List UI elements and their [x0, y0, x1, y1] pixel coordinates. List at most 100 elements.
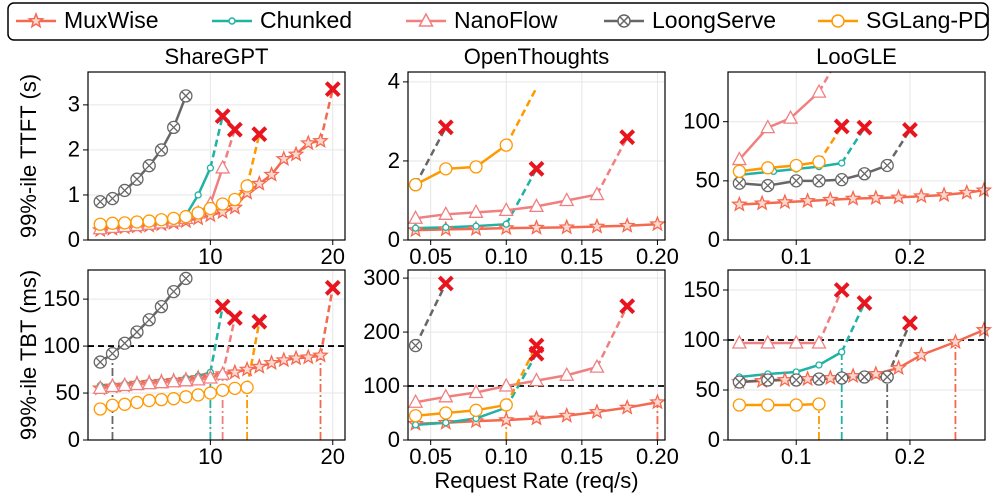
series-line	[415, 403, 507, 417]
series-marker	[179, 271, 193, 286]
legend-label: NanoFlow	[454, 7, 558, 33]
legend-label: MuxWise	[64, 7, 159, 33]
y-tick-label: 50	[696, 168, 720, 193]
series-marker	[468, 384, 484, 399]
series-marker	[93, 355, 107, 369]
series-marker	[821, 190, 839, 207]
y-tick-label: 3	[68, 92, 80, 117]
series-marker	[912, 346, 930, 363]
subplot: 0 1 2 3 10 20 ShareGPT 99%-ile TTFT (s)	[16, 44, 346, 269]
axes-frame	[727, 269, 986, 441]
series-marker	[191, 206, 205, 220]
failure-cross	[619, 298, 636, 315]
series-marker	[649, 393, 666, 410]
series-marker	[812, 372, 826, 386]
series-marker	[438, 205, 454, 220]
legend-box	[7, 2, 989, 41]
series-marker	[835, 371, 849, 385]
x-tick-label: 0.10	[485, 244, 528, 269]
axes-frame	[407, 269, 666, 441]
legend-marker	[27, 11, 45, 29]
series-marker	[528, 409, 545, 426]
series-marker	[499, 398, 513, 412]
y-tick-label: 0	[708, 227, 720, 252]
series-marker	[118, 183, 132, 198]
series-line	[414, 144, 507, 186]
series-marker	[558, 406, 576, 423]
series-marker	[153, 374, 170, 389]
x-tick-label: 0.1	[781, 244, 812, 269]
subplot-title: LooGLE	[816, 44, 897, 69]
series-tail	[595, 136, 629, 196]
series-marker	[191, 388, 205, 402]
y-tick-label: 200	[363, 319, 400, 344]
series-marker	[782, 109, 799, 124]
series-marker	[105, 346, 120, 361]
series-marker	[228, 192, 242, 207]
failure-cross	[251, 313, 268, 330]
failure-cross	[902, 315, 918, 331]
series-marker	[215, 197, 230, 211]
series-marker	[226, 198, 244, 215]
series-marker	[799, 192, 816, 209]
failure-cross	[528, 160, 545, 177]
series-marker	[732, 375, 747, 389]
series-marker	[167, 284, 181, 299]
series-marker	[275, 150, 293, 167]
failure-cross	[214, 108, 231, 125]
series-marker	[154, 213, 169, 227]
series-marker	[203, 386, 218, 400]
subplot-title: ShareGPT	[165, 44, 269, 69]
series-marker	[154, 143, 169, 157]
series-marker	[588, 403, 606, 420]
series-marker	[731, 151, 747, 166]
y-axis-label: 99%-ile TBT (ms)	[16, 270, 41, 440]
series-marker	[618, 216, 636, 233]
x-tick-label: 10	[198, 444, 222, 469]
failure-cross	[214, 298, 231, 315]
series-marker	[130, 325, 144, 339]
x-tick-label: 0.2	[895, 444, 926, 469]
legend-marker	[228, 17, 236, 25]
series-marker	[731, 334, 747, 349]
series-marker	[263, 165, 280, 182]
series-marker	[935, 186, 953, 203]
legend-label: LoongServe	[652, 7, 776, 33]
series-marker	[618, 398, 636, 415]
series-marker	[498, 201, 514, 217]
series-marker	[812, 174, 826, 188]
series-marker	[776, 193, 794, 210]
series-marker	[312, 132, 329, 149]
failure-cross	[226, 309, 243, 326]
failure-cross	[619, 129, 636, 146]
axes-frame	[407, 71, 666, 241]
y-tick-label: 100	[363, 373, 400, 398]
series-marker	[408, 338, 423, 353]
series-marker	[789, 158, 803, 173]
series-marker	[299, 134, 317, 151]
axes-frame	[87, 71, 346, 241]
series-marker	[263, 354, 280, 371]
legend-marker	[831, 14, 845, 28]
subplot: 0 2 4 0.05 0.10 0.15 0.20 OpenThoughts	[388, 44, 679, 269]
series-tail	[221, 317, 237, 375]
series-marker	[240, 380, 254, 395]
failure-cross	[528, 337, 545, 354]
y-tick-label: 0	[68, 227, 80, 252]
series-marker	[811, 83, 827, 98]
series-marker	[105, 216, 120, 230]
series-marker	[469, 160, 483, 174]
series-marker	[206, 164, 215, 172]
series-marker	[226, 363, 244, 380]
legend-marker	[418, 12, 434, 27]
series-marker	[558, 218, 576, 235]
series-marker	[761, 398, 775, 412]
series-line	[415, 406, 507, 427]
series-marker	[442, 419, 450, 427]
series-marker	[105, 191, 120, 206]
series-marker	[761, 178, 775, 193]
series-marker	[776, 371, 794, 388]
series-marker	[167, 120, 181, 135]
series-tail	[209, 306, 224, 373]
series-marker	[411, 421, 420, 429]
